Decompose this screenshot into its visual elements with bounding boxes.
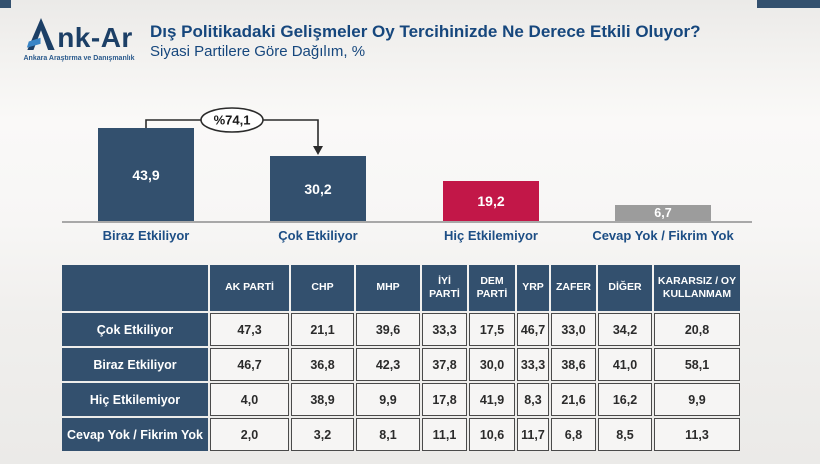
table-cell: 36,8	[291, 348, 354, 381]
table-cell: 8,3	[517, 383, 549, 416]
table-cell: 41,9	[469, 383, 515, 416]
bar-value-biraz: 43,9	[132, 166, 160, 183]
table-cell: 10,6	[469, 418, 515, 451]
table-cell: 11,7	[517, 418, 549, 451]
bar-chart: %74,1 43,9 30,2 19,2 6,7 Biraz Etkiliyor…	[62, 107, 752, 243]
corner-accent-left	[0, 0, 11, 8]
table-cell: 6,8	[551, 418, 596, 451]
party-breakdown-table: AK PARTİ CHP MHP İYİ PARTİ DEM PARTİ YRP…	[62, 265, 740, 451]
brand-name-text: nk-Ar	[57, 22, 133, 53]
bar-cok-etkiliyor: 30,2	[270, 156, 366, 221]
title-block: Dış Politikadaki Gelişmeler Oy Tercihini…	[150, 21, 810, 61]
table-cell: 16,2	[598, 383, 652, 416]
table-corner-cell	[62, 265, 208, 311]
table-cell: 33,3	[517, 348, 549, 381]
table-cell: 9,9	[654, 383, 740, 416]
table-row-label: Hiç Etkilemiyor	[62, 383, 208, 416]
table-cell: 33,0	[551, 313, 596, 346]
logo-a-icon	[27, 18, 55, 50]
table-row-label: Çok Etkiliyor	[62, 313, 208, 346]
bracket-annotation: %74,1	[145, 107, 323, 155]
category-label-cevap: Cevap Yok / Fikrim Yok	[592, 228, 734, 243]
brand-tagline: Ankara Araştırma ve Danışmanlık	[23, 55, 135, 62]
table-header-akparti: AK PARTİ	[210, 265, 289, 311]
table-row-label: Cevap Yok / Fikrim Yok	[62, 418, 208, 451]
table-cell: 37,8	[422, 348, 467, 381]
table-cell: 46,7	[517, 313, 549, 346]
corner-accent-right	[757, 0, 820, 8]
table-cell: 17,5	[469, 313, 515, 346]
bar-value-cevap: 6,7	[654, 206, 672, 220]
table-header-diger: DİĞER	[598, 265, 652, 311]
bar-value-cok: 30,2	[304, 180, 332, 197]
table-cell: 34,2	[598, 313, 652, 346]
table-header-mhp: MHP	[356, 265, 420, 311]
table-header-iyiparti: İYİ PARTİ	[422, 265, 467, 311]
table-cell: 3,2	[291, 418, 354, 451]
table-cell: 20,8	[654, 313, 740, 346]
category-label-cok: Çok Etkiliyor	[278, 228, 358, 243]
arrow-down-icon	[313, 146, 323, 155]
table-cell: 58,1	[654, 348, 740, 381]
table-header-chp: CHP	[291, 265, 354, 311]
table-cell: 47,3	[210, 313, 289, 346]
table-cell: 33,3	[422, 313, 467, 346]
table-row-label: Biraz Etkiliyor	[62, 348, 208, 381]
table-header-zafer: ZAFER	[551, 265, 596, 311]
table-cell: 41,0	[598, 348, 652, 381]
table-header-demparti: DEM PARTİ	[469, 265, 515, 311]
table-cell: 2,0	[210, 418, 289, 451]
page-subtitle: Siyasi Partilere Göre Dağılım, %	[150, 43, 366, 61]
table-header-kararsiz: KARARSIZ / OY KULLANMAM	[654, 265, 740, 311]
page-title: Dış Politikadaki Gelişmeler Oy Tercihini…	[150, 22, 701, 41]
bar-hic-etkilemiyor: 19,2	[443, 181, 539, 221]
bar-biraz-etkiliyor: 43,9	[98, 128, 194, 221]
table-cell: 46,7	[210, 348, 289, 381]
table-cell: 39,6	[356, 313, 420, 346]
table-cell: 8,1	[356, 418, 420, 451]
bar-value-hic: 19,2	[477, 193, 505, 209]
table-cell: 4,0	[210, 383, 289, 416]
category-label-hic: Hiç Etkilemiyor	[444, 228, 538, 243]
table-cell: 21,6	[551, 383, 596, 416]
table-cell: 21,1	[291, 313, 354, 346]
chart-baseline	[62, 221, 752, 223]
bracket-value: %74,1	[214, 113, 251, 128]
table-cell: 11,3	[654, 418, 740, 451]
table-cell: 9,9	[356, 383, 420, 416]
category-label-biraz: Biraz Etkiliyor	[102, 228, 190, 243]
table-cell: 38,6	[551, 348, 596, 381]
brand-wordmark: nk-Ar	[16, 16, 142, 52]
table-cell: 38,9	[291, 383, 354, 416]
brand-logo: nk-Ar Ankara Araştırma ve Danışmanlık	[16, 16, 142, 62]
table-cell: 42,3	[356, 348, 420, 381]
bar-cevap-yok: 6,7	[615, 205, 711, 221]
table-cell: 8,5	[598, 418, 652, 451]
table-header-yrp: YRP	[517, 265, 549, 311]
table-cell: 17,8	[422, 383, 467, 416]
table-cell: 11,1	[422, 418, 467, 451]
table-cell: 30,0	[469, 348, 515, 381]
